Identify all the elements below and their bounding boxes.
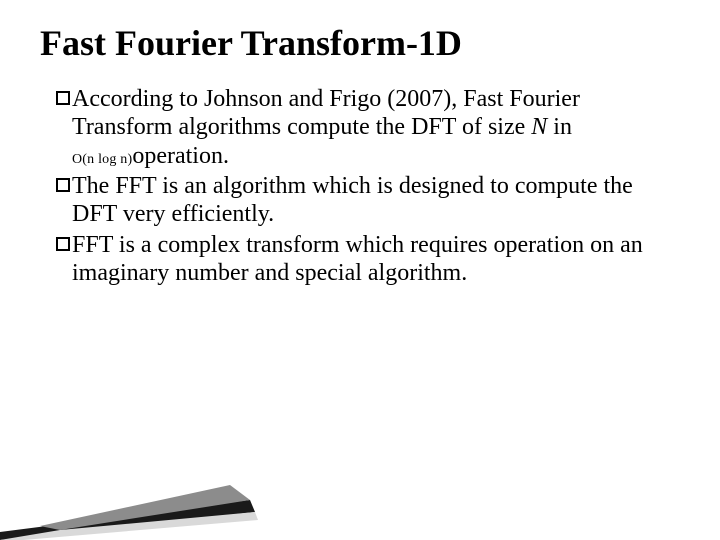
slide-title: Fast Fourier Transform-1D	[40, 22, 462, 64]
corner-decoration	[0, 470, 260, 540]
text-italic: N	[531, 114, 547, 140]
text-fragment: in	[547, 114, 572, 140]
formula-text: O(n log n)	[72, 152, 132, 167]
bullet-square-icon	[56, 237, 70, 251]
bullet-item: FFT is a complex transform which require…	[56, 231, 666, 288]
text-fragment: operation.	[132, 143, 229, 169]
bullet-item: The FFT is an algorithm which is designe…	[56, 172, 666, 229]
bullet-square-icon	[56, 91, 70, 105]
slide: Fast Fourier Transform-1D According to J…	[0, 0, 720, 540]
bullet-text: FFT is a complex transform which require…	[72, 231, 666, 288]
bullet-text: The FFT is an algorithm which is designe…	[72, 172, 666, 229]
text-fragment: According to Johnson and Frigo (2007), F…	[72, 86, 580, 140]
bullet-square-icon	[56, 178, 70, 192]
bullet-item: According to Johnson and Frigo (2007), F…	[56, 85, 666, 170]
bullet-text: According to Johnson and Frigo (2007), F…	[72, 85, 666, 170]
slide-body: According to Johnson and Frigo (2007), F…	[56, 85, 666, 289]
